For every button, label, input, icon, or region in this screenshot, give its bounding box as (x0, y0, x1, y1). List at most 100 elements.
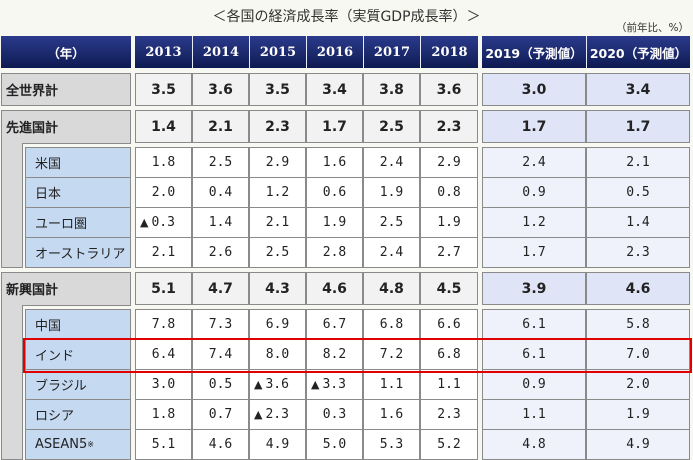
value-cell: 4.8 (363, 272, 420, 305)
value-cell: 8.2 (306, 339, 363, 370)
unit-note: （前年比、%） (616, 22, 689, 34)
value-cell: 3.4 (586, 73, 690, 106)
value-text: 0.3 (151, 215, 175, 230)
value-text: 3.6 (265, 377, 289, 392)
value-cell: 2.1 (192, 110, 249, 143)
value-cell: 6.8 (420, 339, 478, 370)
header-year: 2013 (135, 36, 192, 68)
value-cell: 3.6 (420, 73, 478, 106)
value-cell: 5.2 (420, 429, 478, 460)
group-panel-world (1, 73, 131, 106)
row-label-country: インド (25, 339, 131, 370)
value-cell: 3.0 (482, 73, 586, 106)
value-cell: 3.4 (306, 73, 363, 106)
value-cell: 4.6 (306, 272, 363, 305)
value-cell: ▲ 3.3 (306, 369, 363, 400)
value-cell: 1.9 (306, 207, 363, 238)
value-cell: 2.1 (586, 147, 690, 178)
value-cell: 2.5 (363, 110, 420, 143)
value-cell: 2.4 (482, 147, 586, 178)
country-name: 日本 (35, 187, 62, 202)
value-cell: 2.1 (249, 207, 306, 238)
value-cell: 1.4 (586, 207, 690, 238)
value-cell: 6.1 (482, 309, 586, 340)
row-label-country: ロシア (25, 399, 131, 430)
value-cell: 1.7 (482, 110, 586, 143)
value-cell: 7.0 (586, 339, 690, 370)
value-cell: 6.8 (363, 309, 420, 340)
value-cell: 1.4 (135, 110, 192, 143)
negative-triangle-icon: ▲ (140, 216, 149, 229)
value-cell: 1.6 (306, 147, 363, 178)
value-cell: 5.0 (306, 429, 363, 460)
country-name: 米国 (35, 157, 62, 172)
value-cell: 7.2 (363, 339, 420, 370)
value-cell: 1.7 (482, 237, 586, 268)
row-label-country: 米国 (25, 147, 131, 178)
value-cell: 1.4 (192, 207, 249, 238)
value-cell: 2.5 (249, 237, 306, 268)
value-cell: 3.0 (135, 369, 192, 400)
value-cell: 2.3 (586, 237, 690, 268)
value-cell: 1.6 (363, 399, 420, 430)
value-cell: 4.9 (586, 429, 690, 460)
value-cell: 1.9 (420, 207, 478, 238)
header-year: 2015 (249, 36, 306, 68)
value-cell: 2.1 (135, 237, 192, 268)
value-cell: ▲ 0.3 (135, 207, 192, 238)
value-cell: 0.8 (420, 177, 478, 208)
value-cell: 1.7 (586, 110, 690, 143)
value-cell: 1.1 (482, 399, 586, 430)
value-cell: 0.6 (306, 177, 363, 208)
value-cell: 4.6 (586, 272, 690, 305)
country-name: ロシア (35, 409, 75, 424)
value-cell: 7.4 (192, 339, 249, 370)
value-cell: 1.1 (363, 369, 420, 400)
value-cell: 4.8 (482, 429, 586, 460)
value-cell: 1.1 (420, 369, 478, 400)
value-cell: 0.3 (306, 399, 363, 430)
value-cell: 4.6 (192, 429, 249, 460)
value-cell: 5.1 (135, 272, 192, 305)
value-cell: 6.7 (306, 309, 363, 340)
header-year: 2014 (192, 36, 249, 68)
country-name: ASEAN5 (35, 437, 88, 452)
value-cell: 1.2 (249, 177, 306, 208)
value-cell: 1.2 (482, 207, 586, 238)
value-cell: 0.5 (192, 369, 249, 400)
country-name: インド (35, 349, 75, 364)
value-cell: 2.0 (135, 177, 192, 208)
value-cell: 0.7 (192, 399, 249, 430)
header-forecast-year: 2020（予測値） (586, 36, 690, 68)
value-cell: 3.5 (135, 73, 192, 106)
country-name: ユーロ圏 (35, 217, 88, 232)
value-cell: 6.1 (482, 339, 586, 370)
value-cell: 2.5 (363, 207, 420, 238)
value-cell: 2.3 (249, 110, 306, 143)
value-cell: 2.3 (420, 110, 478, 143)
header-forecast-year: 2019（予測値） (482, 36, 586, 68)
value-cell: 1.8 (135, 147, 192, 178)
value-cell: 4.7 (192, 272, 249, 305)
value-cell: 1.7 (306, 110, 363, 143)
negative-triangle-icon: ▲ (254, 378, 263, 391)
header-corner: （年） (1, 36, 131, 68)
value-cell: 4.5 (420, 272, 478, 305)
country-name: ブラジル (35, 379, 87, 394)
value-cell: 8.0 (249, 339, 306, 370)
negative-triangle-icon: ▲ (311, 378, 320, 391)
value-cell: 5.3 (363, 429, 420, 460)
value-cell: 7.8 (135, 309, 192, 340)
value-cell: 6.9 (249, 309, 306, 340)
row-label-country: 中国 (25, 309, 131, 340)
value-cell: 0.9 (482, 369, 586, 400)
header-year: 2016 (306, 36, 363, 68)
value-cell: 2.9 (420, 147, 478, 178)
row-label-world: 全世界計 (6, 83, 59, 99)
value-cell: 2.6 (192, 237, 249, 268)
row-label-country: ブラジル (25, 369, 131, 400)
row-label-advanced: 先進国計 (6, 120, 59, 136)
table-title: ＜各国の経済成長率（実質GDP成長率）＞ (212, 9, 481, 25)
row-label-country: 日本 (25, 177, 131, 208)
country-name: 中国 (35, 319, 62, 334)
